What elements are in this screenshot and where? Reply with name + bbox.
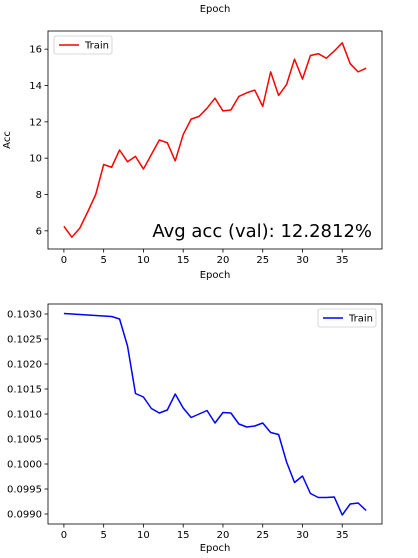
bottom-chart: 0 5 10 15 20 25 30 35 0.0990 0.0995 0.1000 0.1005 0.… <box>7 303 383 554</box>
bottom-x-tick-label: 10 <box>137 530 150 541</box>
top-x-axis-label: Epoch <box>200 270 231 281</box>
top-chart-title: Epoch <box>200 4 231 15</box>
bottom-y-tick-label: 0.1000 <box>7 460 42 471</box>
bottom-series-line-train <box>63 312 367 516</box>
top-x-tick-label: 35 <box>336 255 349 266</box>
bottom-y-tick-label: 0.1020 <box>7 360 42 371</box>
top-y-tick-label: 6 <box>36 226 42 237</box>
top-chart: 0 5 10 15 20 25 30 35 6 8 10 12 14 16 Epoch Epoch Acc Tra… <box>2 4 383 281</box>
top-x-tick-label: 25 <box>256 255 269 266</box>
top-x-tick-label: 0 <box>61 255 67 266</box>
top-x-tick-label: 10 <box>137 255 150 266</box>
top-x-tick-label: 30 <box>296 255 309 266</box>
bottom-y-tick-label: 0.1030 <box>7 310 42 321</box>
bottom-x-axis-label: Epoch <box>200 543 231 554</box>
bottom-x-tick-label: 30 <box>296 530 309 541</box>
bottom-x-tick-label: 20 <box>217 530 230 541</box>
top-y-tick-label: 8 <box>36 190 42 201</box>
bottom-y-tick-label: 0.0995 <box>7 485 42 496</box>
top-axes-frame <box>47 30 383 250</box>
top-legend-label: Train <box>84 41 109 52</box>
top-x-tick-label: 15 <box>177 255 190 266</box>
bottom-axes-frame <box>47 303 383 525</box>
top-y-tick-label: 16 <box>29 45 42 56</box>
top-annotation: Avg acc (val): 12.2812% <box>152 221 372 242</box>
top-series-line-train <box>63 42 367 238</box>
top-y-tick-label: 10 <box>29 154 42 165</box>
bottom-x-tick-label: 25 <box>256 530 269 541</box>
bottom-y-tick-label: 0.1015 <box>7 385 42 396</box>
top-x-tick-label: 20 <box>217 255 230 266</box>
bottom-x-tick-label: 5 <box>100 530 106 541</box>
top-x-tick-label: 5 <box>100 255 106 266</box>
bottom-x-tick-label: 0 <box>61 530 67 541</box>
bottom-legend: Train <box>317 308 377 328</box>
top-legend-box <box>53 35 113 55</box>
top-legend: Train <box>53 35 113 55</box>
bottom-legend-label: Train <box>348 314 373 325</box>
bottom-x-tick-label: 15 <box>177 530 190 541</box>
top-y-tick-label: 12 <box>29 117 42 128</box>
bottom-y-tick-label: 0.0990 <box>7 510 42 521</box>
bottom-y-tick-label: 0.1010 <box>7 410 42 421</box>
bottom-y-tick-label: 0.1005 <box>7 435 42 446</box>
top-y-axis-label: Acc <box>2 131 13 149</box>
bottom-x-tick-label: 35 <box>336 530 349 541</box>
bottom-legend-box <box>317 308 377 328</box>
top-y-tick-label: 14 <box>29 81 42 92</box>
bottom-y-tick-label: 0.1025 <box>7 335 42 346</box>
